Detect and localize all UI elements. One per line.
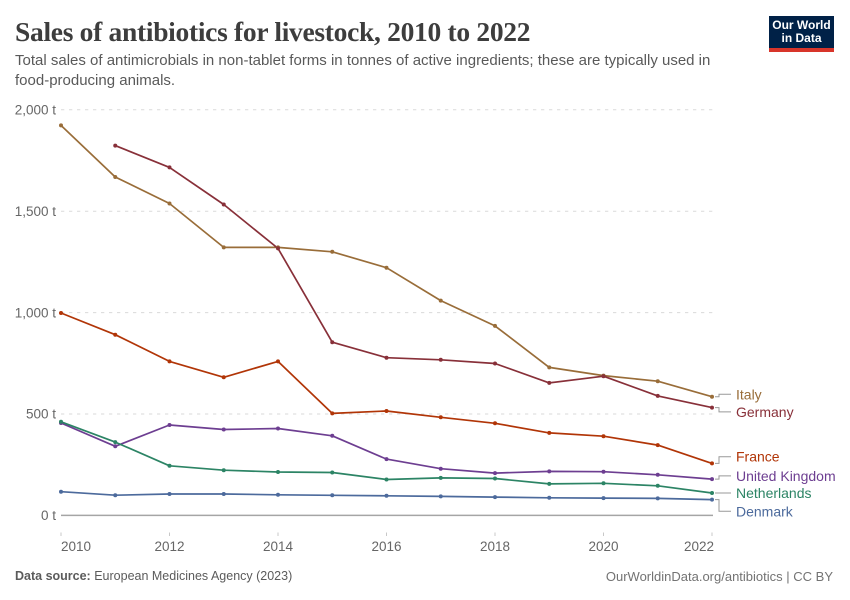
svg-text:Denmark: Denmark — [736, 503, 794, 519]
svg-text:2012: 2012 — [154, 539, 184, 554]
svg-text:2020: 2020 — [588, 539, 618, 554]
svg-text:France: France — [736, 449, 780, 465]
svg-text:1,000 t: 1,000 t — [15, 305, 57, 320]
svg-text:2014: 2014 — [263, 539, 294, 554]
svg-text:Netherlands: Netherlands — [736, 485, 812, 501]
svg-text:Italy: Italy — [736, 387, 762, 403]
svg-text:2022: 2022 — [684, 539, 714, 554]
svg-text:2,000 t: 2,000 t — [15, 103, 57, 118]
svg-text:0 t: 0 t — [41, 508, 56, 523]
svg-text:2018: 2018 — [480, 539, 510, 554]
svg-text:United Kingdom: United Kingdom — [736, 468, 836, 484]
svg-text:2010: 2010 — [61, 539, 91, 554]
svg-text:500 t: 500 t — [26, 407, 56, 422]
svg-text:1,500 t: 1,500 t — [15, 204, 57, 219]
svg-text:Germany: Germany — [736, 404, 794, 420]
svg-text:2016: 2016 — [371, 539, 401, 554]
